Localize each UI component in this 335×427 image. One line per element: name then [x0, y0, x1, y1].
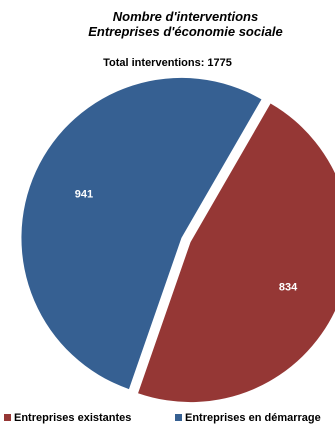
slice-existing — [138, 103, 335, 403]
legend-label-startup: Entreprises en démarrage — [185, 412, 321, 424]
slice-label-startup: 941 — [75, 188, 93, 200]
chart-title-line-2: Entreprises d'économie sociale — [88, 24, 283, 39]
legend-item-existing: Entreprises existantes — [4, 412, 131, 424]
slice-label-existing: 834 — [279, 282, 298, 294]
slice-startup — [21, 77, 262, 390]
legend-item-startup: Entreprises en démarrage — [175, 412, 321, 424]
legend-label-existing: Entreprises existantes — [14, 412, 132, 424]
chart-title-line-1: Nombre d'interventions — [112, 9, 259, 24]
legend-swatch-existing — [4, 414, 11, 421]
legend: Entreprises existantes Entreprises en dé… — [0, 412, 335, 427]
chart-subtitle: Total interventions: 1775 — [103, 57, 232, 69]
legend-swatch-startup — [175, 414, 182, 421]
